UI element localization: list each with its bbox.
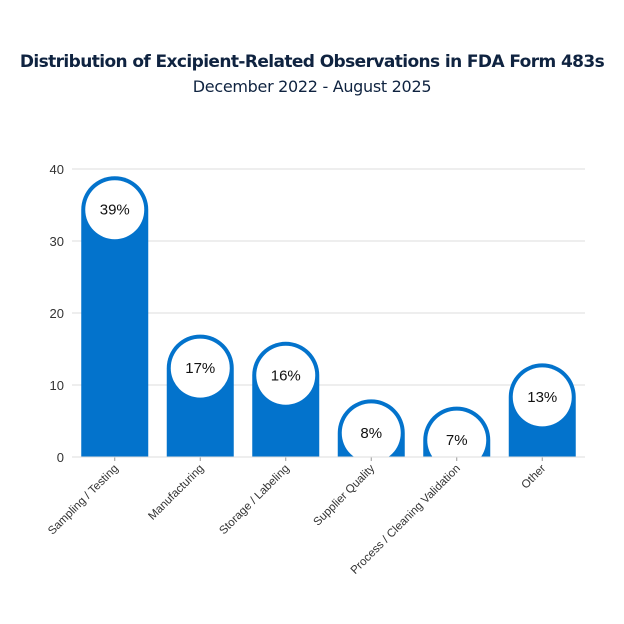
y-tick-label: 30 xyxy=(50,234,64,249)
data-label-circle xyxy=(256,345,316,405)
x-tick-label: Storage / Labeling xyxy=(217,463,292,538)
x-tick-label: Other xyxy=(520,463,549,492)
x-tick-label: Supplier Quality xyxy=(311,462,377,528)
y-tick-label: 0 xyxy=(57,450,64,465)
y-tick-label: 20 xyxy=(50,306,64,321)
data-label: 39% xyxy=(100,202,130,219)
data-label: 8% xyxy=(360,425,382,442)
data-label-circle xyxy=(512,367,572,427)
y-tick-label: 10 xyxy=(50,378,64,393)
y-tick-label: 40 xyxy=(50,162,64,177)
data-label: 16% xyxy=(271,367,301,384)
data-label: 7% xyxy=(446,432,468,449)
data-label-circle xyxy=(341,403,401,463)
data-label-circle xyxy=(85,180,145,240)
data-label: 13% xyxy=(527,389,557,406)
x-tick-label: Sampling / Testing xyxy=(46,463,121,538)
data-label-circle xyxy=(427,410,487,470)
x-tick-label: Manufacturing xyxy=(146,463,206,523)
data-label-circle xyxy=(170,338,230,398)
chart-title: Distribution of Excipient-Related Observ… xyxy=(19,52,605,72)
chart-subtitle: December 2022 - August 2025 xyxy=(192,77,432,96)
bar xyxy=(81,176,149,457)
data-label: 17% xyxy=(185,360,215,377)
